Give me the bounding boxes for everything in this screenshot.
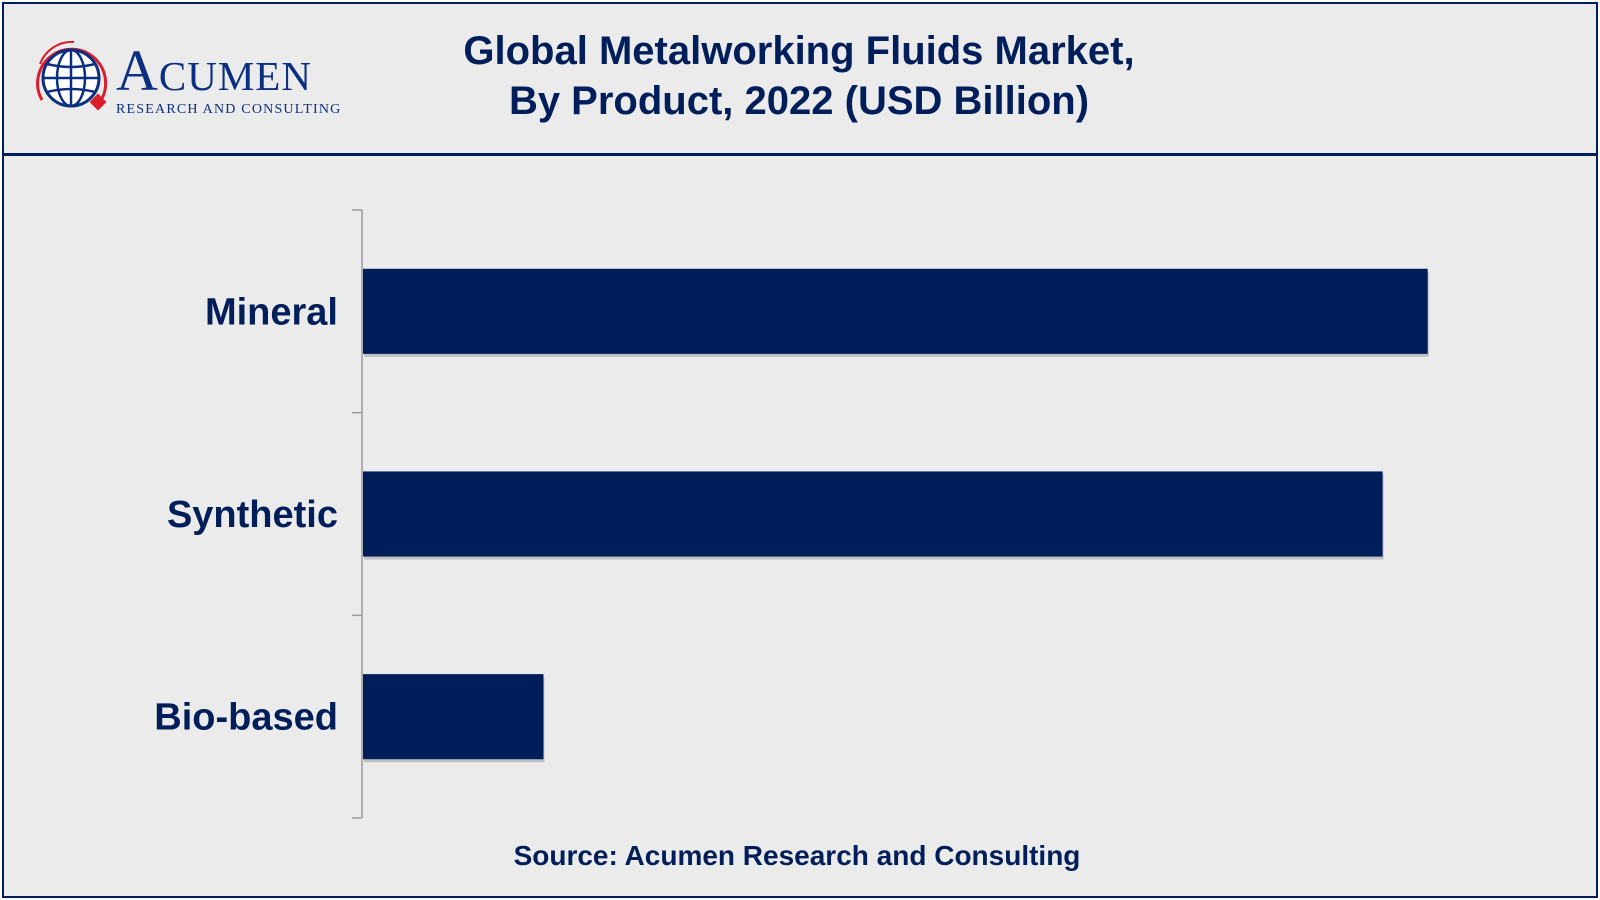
bar-mineral [363, 268, 1428, 354]
chart-source: Source: Acumen Research and Consulting [513, 840, 1081, 871]
brand-name: Acumen [116, 38, 312, 103]
bar-synthetic [363, 471, 1383, 557]
category-label-mineral: Mineral [205, 291, 338, 333]
chart-title: Global Metalworking Fluids Market, By Pr… [394, 26, 1204, 126]
acumen-logo: Acumen RESEARCH AND CONSULTING [34, 38, 374, 120]
chart-title-line-2: By Product, 2022 (USD Billion) [508, 79, 1090, 123]
bar-bio-based [363, 674, 544, 760]
bar-chart: Mineral Synthetic Bio-based [154, 209, 1429, 819]
globe-icon [36, 40, 108, 111]
brand-tagline: RESEARCH AND CONSULTING [116, 102, 342, 117]
chart-header: Acumen RESEARCH AND CONSULTING Global Me… [4, 4, 1596, 156]
chart-title-line-1: Global Metalworking Fluids Market, [463, 29, 1135, 73]
category-label-bio-based: Bio-based [154, 697, 338, 739]
category-label-synthetic: Synthetic [167, 494, 338, 536]
